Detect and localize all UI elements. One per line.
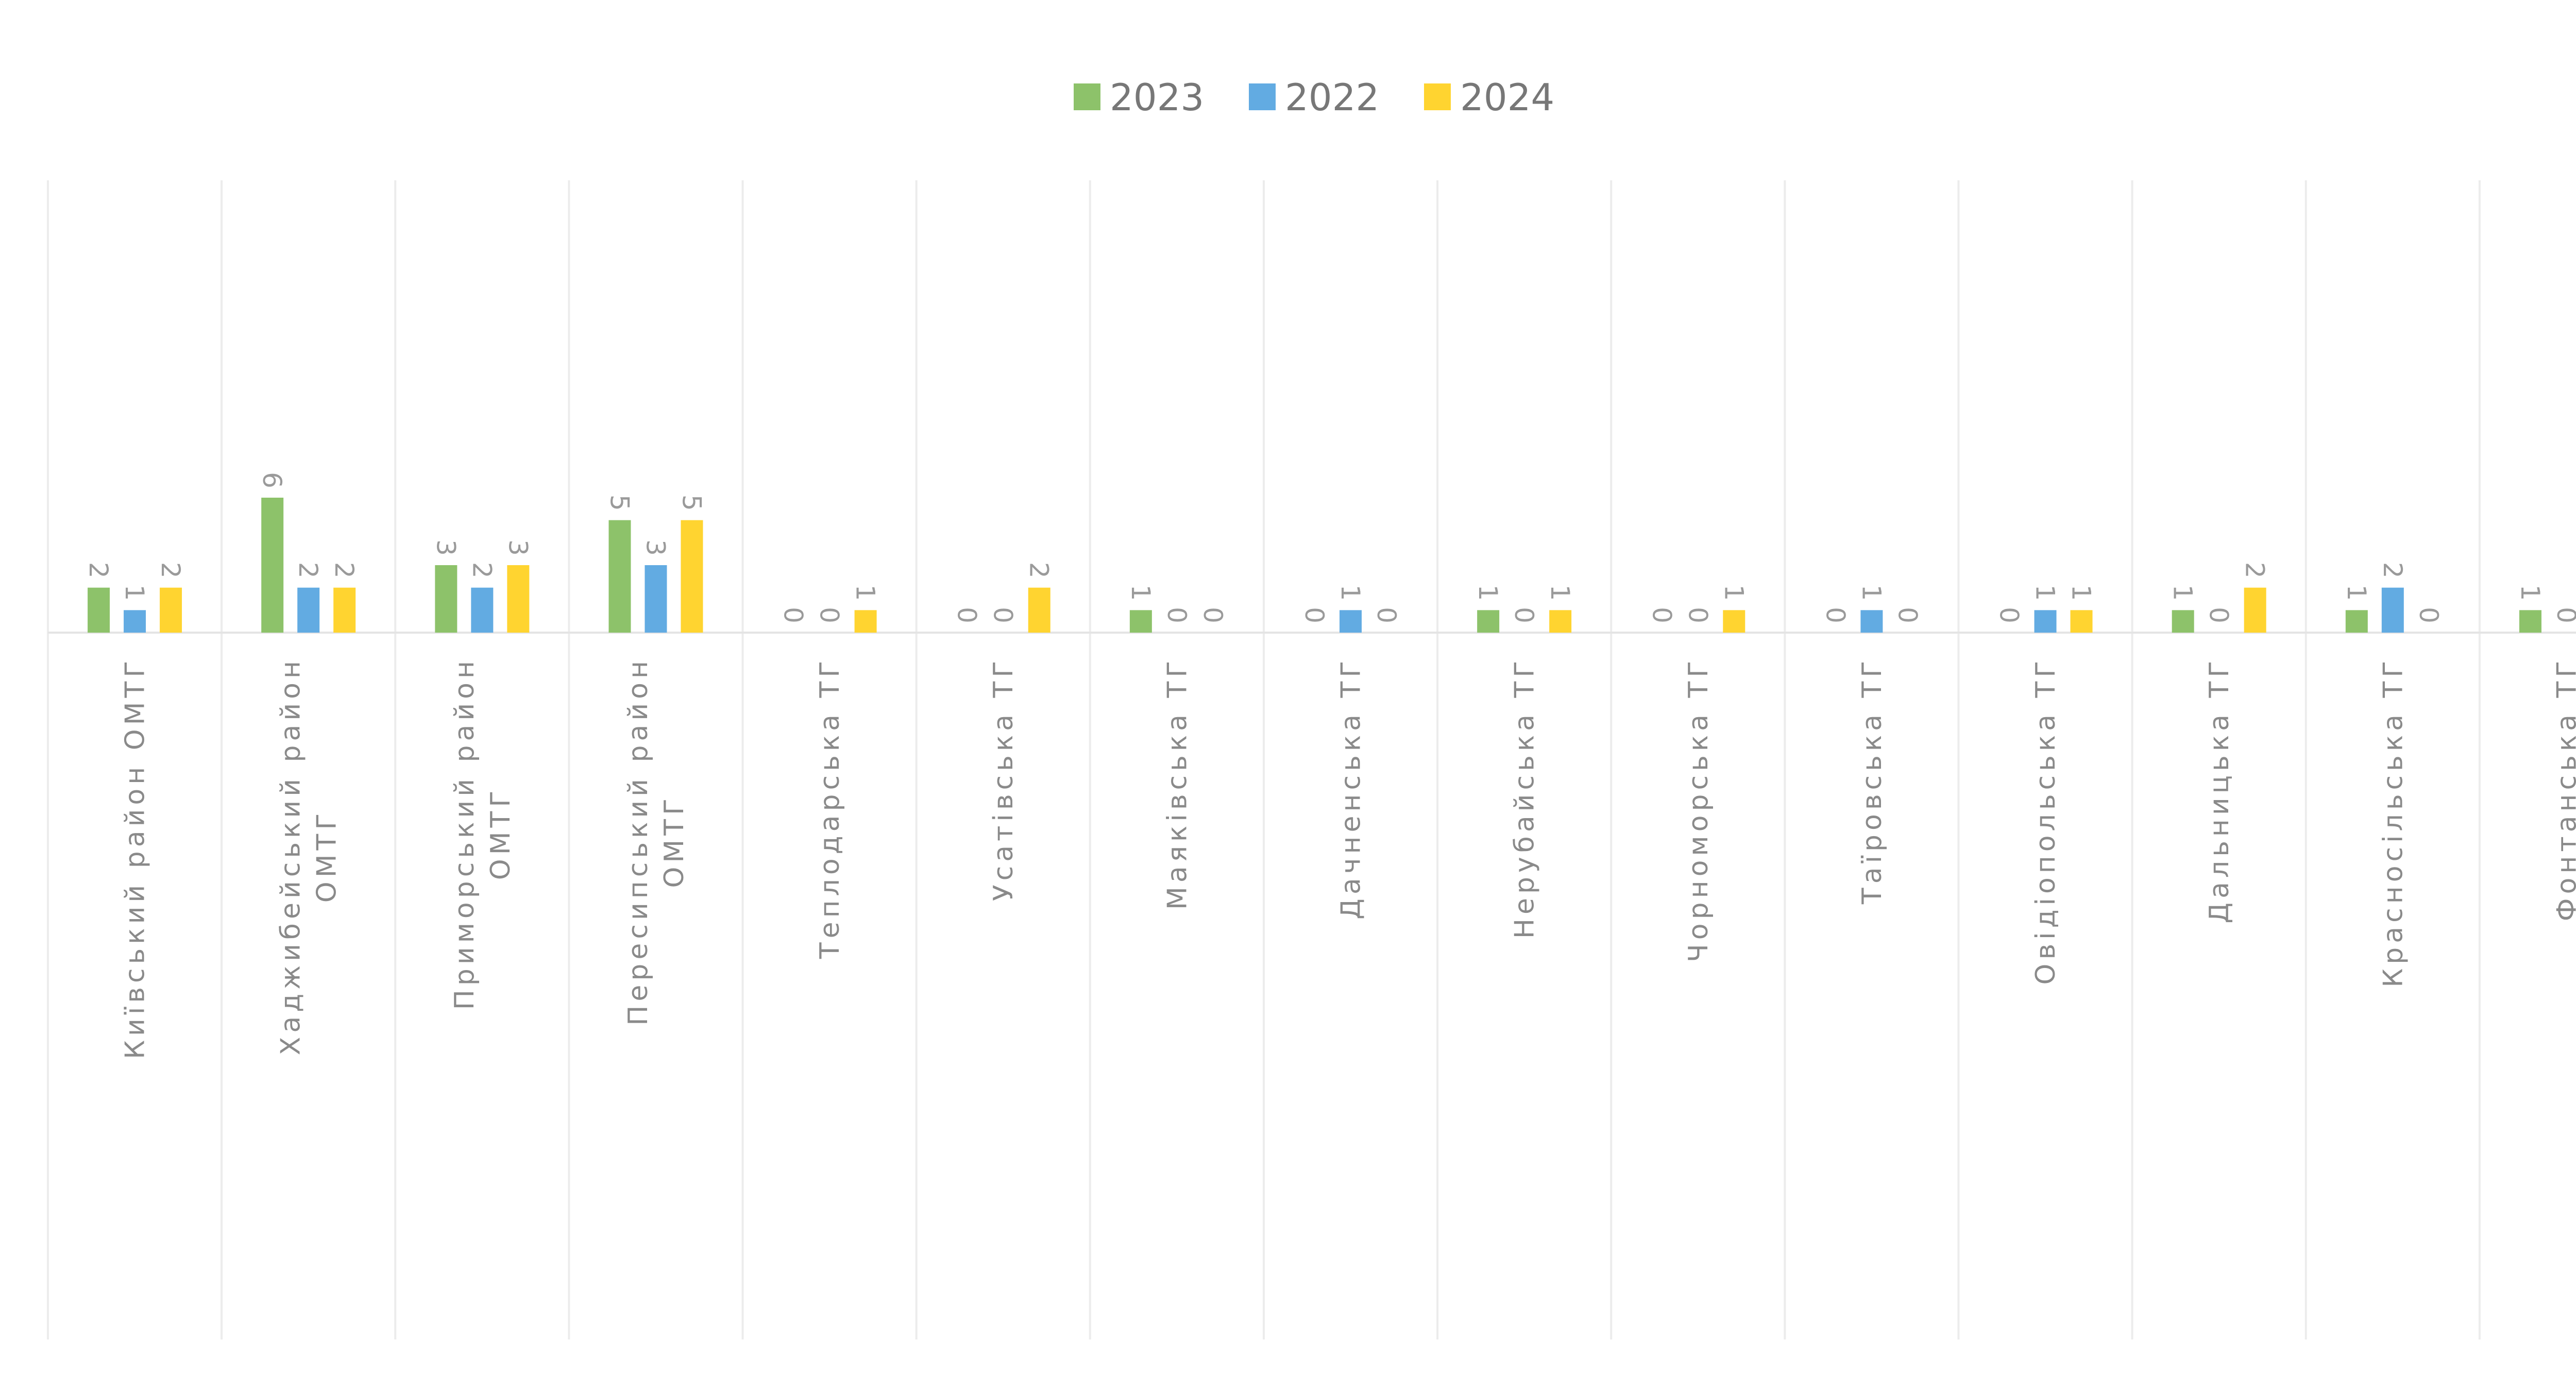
- data-label: 5: [676, 495, 706, 511]
- data-label: 0: [1820, 607, 1850, 623]
- x-tick-label: Дальницька ТГ: [2204, 657, 2235, 924]
- bar: [1028, 587, 1050, 633]
- bar: [2172, 610, 2194, 633]
- data-label: 0: [988, 607, 1018, 623]
- bar: [2034, 610, 2057, 633]
- bar: [333, 587, 356, 633]
- data-label: 0: [1647, 607, 1676, 623]
- data-label: 2: [293, 562, 323, 579]
- x-tick-label: Фонтанська ТГ: [2551, 657, 2576, 921]
- bar: [124, 610, 146, 633]
- data-label: 2: [83, 562, 113, 579]
- legend-swatch: [1424, 83, 1451, 110]
- data-label: 1: [1126, 585, 1156, 601]
- bar: [297, 587, 320, 633]
- data-label: 1: [1335, 585, 1365, 601]
- x-tick-label: Нерубайська ТГ: [1510, 657, 1540, 939]
- data-label: 0: [2414, 607, 2444, 623]
- bar: [435, 565, 457, 633]
- bar: [854, 610, 877, 633]
- bar: [88, 587, 110, 633]
- data-label: 3: [640, 539, 670, 556]
- data-label: 3: [431, 539, 461, 556]
- data-label: 0: [1994, 607, 2024, 623]
- data-label: 2: [2240, 562, 2270, 579]
- bar: [681, 520, 703, 633]
- data-label: 6: [257, 472, 287, 488]
- x-tick-label: Приморський район ОМТГ: [449, 657, 516, 1010]
- data-label: 2: [2378, 562, 2408, 579]
- data-label: 2: [329, 562, 359, 579]
- data-label: 1: [2030, 585, 2060, 601]
- bar: [261, 498, 284, 633]
- data-label: 0: [1299, 607, 1329, 623]
- data-label: 0: [1892, 607, 1922, 623]
- legend-label: 2023: [1110, 76, 1204, 119]
- data-label: 0: [2204, 607, 2234, 623]
- data-label: 1: [120, 585, 149, 601]
- data-label: 5: [604, 495, 634, 511]
- data-label: 2: [156, 562, 185, 579]
- x-tick-label: Маяківська ТГ: [1162, 657, 1193, 910]
- x-tick-label: Красносільська ТГ: [2378, 657, 2409, 988]
- data-label: 0: [815, 607, 844, 623]
- x-tick-label: Чорноморська ТГ: [1683, 657, 1714, 962]
- data-label: 1: [1473, 585, 1503, 601]
- data-label: 1: [2515, 585, 2545, 601]
- bar: [645, 565, 667, 633]
- data-label: 2: [1024, 562, 1054, 579]
- bar: [1723, 610, 1745, 633]
- data-label: 0: [778, 607, 808, 623]
- data-label: 1: [2066, 585, 2096, 601]
- data-label: 0: [1371, 607, 1401, 623]
- bar: [507, 565, 530, 633]
- x-tick-label: Усатівська ТГ: [988, 657, 1019, 901]
- bar: [1340, 610, 1362, 633]
- bar: [608, 520, 631, 633]
- x-tick-label: Хаджибейський район ОМТГ: [276, 657, 343, 1055]
- bar: [471, 587, 494, 633]
- data-label: 0: [1683, 607, 1713, 623]
- data-label: 0: [2551, 607, 2576, 623]
- bar: [2381, 587, 2404, 633]
- data-label: 1: [851, 585, 880, 601]
- data-label: 2: [467, 562, 497, 579]
- bar: [2519, 610, 2541, 633]
- bar: [1549, 610, 1572, 633]
- legend-label: 2022: [1285, 76, 1379, 119]
- x-tick-label: Овідіопольська ТГ: [2030, 657, 2061, 984]
- bar: [2345, 610, 2368, 633]
- data-label: 1: [1545, 585, 1575, 601]
- x-tick-label: Теплодарська ТГ: [815, 657, 845, 959]
- x-tick-label: Київський район ОМТГ: [120, 657, 151, 1059]
- x-tick-label: Дачненська ТГ: [1336, 657, 1367, 920]
- bar: [160, 587, 182, 633]
- data-label: 1: [1719, 585, 1749, 601]
- x-tick-label: Таїровська ТГ: [1857, 657, 1888, 905]
- bar: [1860, 610, 1883, 633]
- data-label: 1: [1856, 585, 1886, 601]
- bar: [1477, 610, 1500, 633]
- data-label: 3: [503, 539, 533, 556]
- data-label: 1: [2342, 585, 2371, 601]
- data-label: 0: [952, 607, 982, 623]
- legend-swatch: [1249, 83, 1276, 110]
- data-label: 0: [1509, 607, 1539, 623]
- bar: [2244, 587, 2266, 633]
- data-label: 0: [1198, 607, 1228, 623]
- legend-swatch: [1074, 83, 1100, 110]
- bar: [1129, 610, 1152, 633]
- data-label: 0: [1162, 607, 1192, 623]
- data-label: 1: [2168, 585, 2198, 601]
- x-tick-label: Пересипський район ОМТГ: [623, 657, 690, 1026]
- bar: [2070, 610, 2093, 633]
- legend-label: 2024: [1460, 76, 1554, 119]
